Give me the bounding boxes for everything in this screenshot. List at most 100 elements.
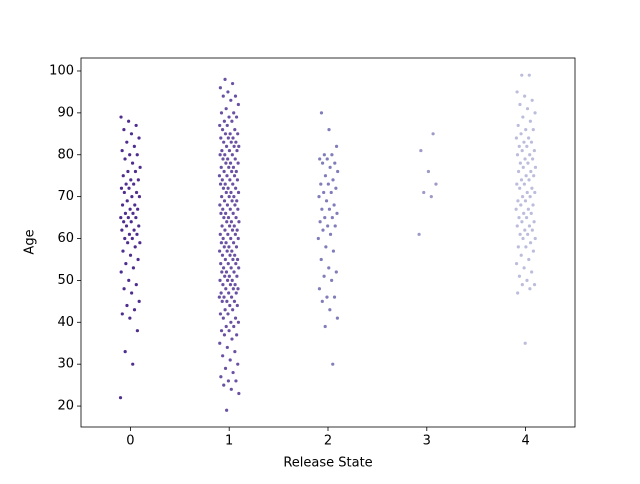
point — [121, 174, 125, 178]
point — [520, 220, 524, 224]
point — [332, 203, 336, 207]
y-tick-label: 50 — [57, 273, 74, 288]
point — [328, 308, 332, 312]
point — [227, 165, 231, 169]
point — [227, 115, 231, 119]
point — [133, 203, 137, 207]
point — [130, 236, 134, 241]
point — [226, 232, 230, 236]
point — [119, 115, 123, 119]
point — [220, 195, 224, 199]
point — [329, 190, 333, 195]
point — [119, 215, 123, 220]
point — [224, 190, 228, 195]
point — [531, 128, 535, 132]
point — [122, 128, 126, 132]
point — [133, 245, 137, 249]
point — [231, 211, 235, 215]
point — [520, 73, 524, 77]
point — [134, 282, 138, 287]
point — [525, 107, 530, 111]
point — [516, 245, 520, 249]
point — [225, 249, 229, 253]
point — [132, 182, 136, 186]
point — [228, 132, 232, 136]
point — [218, 232, 222, 236]
point — [330, 278, 334, 283]
point — [225, 203, 230, 207]
point — [528, 153, 532, 157]
point — [324, 245, 328, 249]
point — [222, 119, 226, 123]
point — [426, 169, 431, 174]
point — [226, 379, 231, 383]
y-tick-label: 70 — [57, 189, 74, 204]
point — [233, 128, 237, 132]
point — [231, 308, 235, 312]
point — [218, 312, 223, 316]
point — [236, 132, 240, 136]
x-tick-label: 0 — [126, 434, 134, 449]
point — [221, 94, 225, 98]
point — [231, 370, 235, 375]
point — [235, 199, 239, 203]
point — [526, 207, 530, 211]
point — [236, 236, 240, 241]
point — [222, 383, 226, 387]
point — [522, 140, 526, 144]
point — [523, 199, 528, 203]
point — [225, 299, 229, 303]
point — [226, 136, 230, 140]
point — [227, 195, 231, 199]
point — [218, 153, 222, 157]
point — [136, 257, 140, 262]
point — [228, 303, 232, 308]
point — [225, 174, 229, 178]
point — [221, 236, 225, 241]
point — [316, 236, 320, 241]
point — [224, 161, 228, 165]
point — [522, 211, 526, 215]
point — [225, 220, 229, 224]
point — [520, 195, 525, 199]
point — [120, 203, 125, 207]
point — [322, 274, 326, 278]
point — [121, 249, 125, 253]
point — [124, 262, 128, 266]
point — [230, 119, 234, 123]
point — [226, 157, 230, 161]
point — [220, 253, 225, 257]
point — [514, 207, 518, 211]
point — [122, 190, 126, 195]
point — [224, 287, 228, 291]
point — [530, 270, 534, 274]
point — [322, 190, 326, 195]
point — [530, 157, 535, 161]
point — [528, 195, 532, 199]
point — [233, 94, 238, 98]
point — [126, 119, 131, 123]
x-tick-label: 3 — [423, 434, 431, 449]
point — [232, 324, 236, 329]
point — [135, 232, 139, 236]
point — [231, 287, 235, 291]
point — [237, 266, 241, 270]
point — [218, 182, 223, 186]
point — [327, 266, 331, 270]
point — [517, 144, 521, 148]
point — [232, 299, 237, 303]
point — [229, 220, 233, 224]
point — [232, 111, 236, 115]
point — [236, 190, 241, 195]
point — [516, 199, 520, 203]
point — [217, 174, 222, 178]
point — [318, 220, 322, 224]
point — [126, 215, 130, 220]
point — [224, 107, 228, 111]
point — [122, 287, 126, 291]
point — [222, 215, 226, 220]
point — [521, 165, 525, 169]
point — [223, 274, 227, 278]
point — [233, 253, 237, 257]
point — [133, 169, 138, 174]
